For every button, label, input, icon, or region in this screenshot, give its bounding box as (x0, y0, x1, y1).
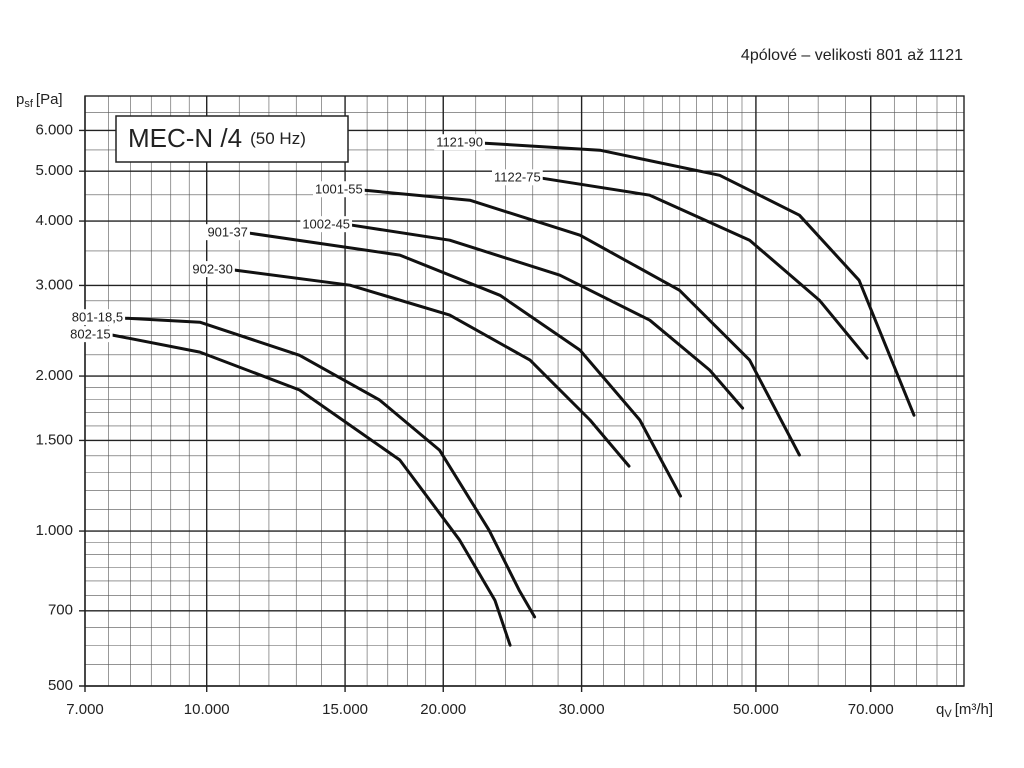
series-line (350, 223, 745, 410)
y-label-main: p (16, 91, 24, 108)
y-tick-label: 6.000 (35, 121, 73, 138)
series-label: 902-30 (192, 262, 232, 277)
y-tick-label: 5.000 (35, 162, 73, 179)
note: 4pólové – velikosti 801 až 1121 (741, 47, 963, 64)
y-tick-label: 500 (48, 677, 73, 694)
series-label-bg (190, 261, 235, 278)
y-tick-label: 1.000 (35, 522, 73, 539)
x-label-main: q (936, 701, 944, 718)
y-tick-label: 3.000 (35, 276, 73, 293)
series-line (483, 141, 916, 417)
series-label-bg (434, 134, 485, 151)
title-box: MEC-N /4 (50 Hz) (115, 115, 349, 163)
series-label: 1122-75 (494, 170, 541, 185)
series-label: 901-37 (207, 225, 247, 240)
series-label: 802-15 (70, 327, 110, 342)
y-tick-label: 1.500 (35, 431, 73, 448)
x-tick-label: 10.000 (184, 701, 230, 718)
y-axis-label: psf [Pa] (16, 91, 63, 110)
series-label-bg (491, 169, 543, 186)
x-axis-label: qV [m³/h] (936, 701, 993, 720)
x-tick-label: 30.000 (559, 701, 605, 718)
series-line (111, 333, 512, 647)
series-line (123, 316, 537, 619)
series-label: 801-18,5 (72, 310, 123, 325)
series-label-bg (313, 181, 365, 198)
series-label: 1002-45 (302, 217, 350, 232)
y-label-unit: [Pa] (36, 91, 63, 108)
subtitle: (50 Hz) (250, 129, 306, 148)
x-tick-label: 20.000 (420, 701, 466, 718)
title: MEC-N /4 (50 Hz) (128, 123, 306, 153)
y-tick-label: 700 (48, 602, 73, 619)
series-label: 1001-55 (315, 182, 363, 197)
series-label-bg (68, 326, 113, 343)
series-label-bg (205, 224, 250, 241)
series-line (248, 231, 682, 498)
series-line (541, 176, 869, 360)
title-main: MEC-N /4 (128, 123, 242, 153)
plot-frame (84, 95, 965, 687)
series-line (363, 188, 801, 457)
series-line (233, 268, 631, 468)
x-tick-label: 15.000 (322, 701, 368, 718)
series-label-bg (300, 216, 353, 233)
x-label-unit: [m³/h] (955, 701, 993, 718)
y-tick-label: 4.000 (35, 212, 73, 229)
y-tick-label: 2.000 (35, 367, 73, 384)
series-label-bg (69, 309, 126, 326)
title-box-frame (115, 115, 349, 163)
x-tick-label: 70.000 (848, 701, 894, 718)
x-tick-label: 50.000 (733, 701, 779, 718)
x-label-sub: V (944, 708, 952, 720)
x-tick-label: 7.000 (66, 701, 104, 718)
y-label-sub: sf (24, 98, 34, 110)
series-label: 1121-90 (436, 135, 483, 150)
